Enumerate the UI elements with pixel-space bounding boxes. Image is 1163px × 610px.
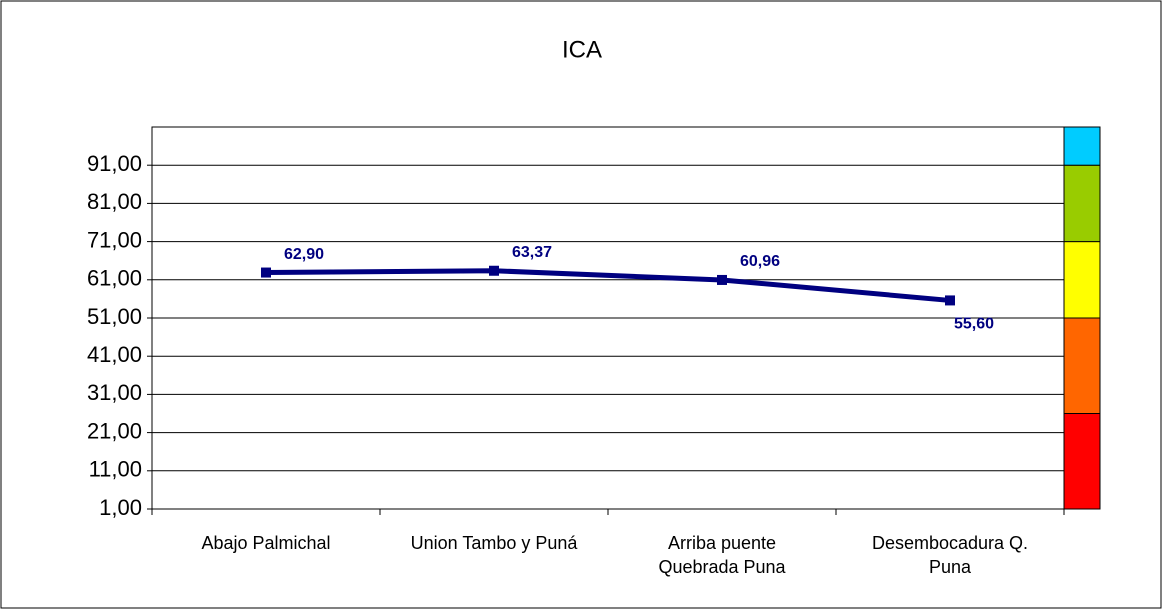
marker — [261, 267, 271, 278]
y-tick-label: 51,00 — [87, 304, 142, 329]
x-tick-label: Abajo Palmichal — [201, 533, 331, 553]
y-tick-label: 31,00 — [87, 380, 142, 405]
x-tick-label: Union Tambo y Puná — [410, 533, 578, 553]
marker — [717, 274, 727, 285]
chart-title: ICA — [562, 36, 602, 63]
color-scale-band — [1063, 241, 1101, 319]
y-tick-label: 11,00 — [89, 457, 142, 482]
color-scale-band — [1063, 413, 1101, 510]
x-tick-label: Arriba puente Quebrada Puna — [658, 533, 786, 577]
x-tick-label: Desembocadura Q. Puna — [871, 533, 1029, 577]
line — [265, 268, 951, 303]
y-tick-label: 21,00 — [87, 418, 142, 443]
data-label: 62,90 — [284, 246, 324, 263]
y-tick-label: 71,00 — [87, 227, 142, 252]
color-scale-band — [1063, 164, 1101, 243]
data-label: 60,96 — [740, 253, 780, 270]
color-scale-band — [1063, 126, 1101, 166]
y-tick-label: 1,00 — [99, 495, 142, 520]
y-tick-label: 91,00 — [87, 151, 142, 176]
data-label: 63,37 — [512, 244, 552, 261]
y-tick-label: 61,00 — [87, 266, 142, 291]
y-tick-label: 81,00 — [87, 189, 142, 214]
data-label: 55,60 — [954, 316, 994, 333]
marker — [489, 265, 499, 276]
marker — [945, 295, 955, 306]
y-tick-label: 41,00 — [87, 342, 142, 367]
color-scale-band — [1063, 317, 1101, 414]
